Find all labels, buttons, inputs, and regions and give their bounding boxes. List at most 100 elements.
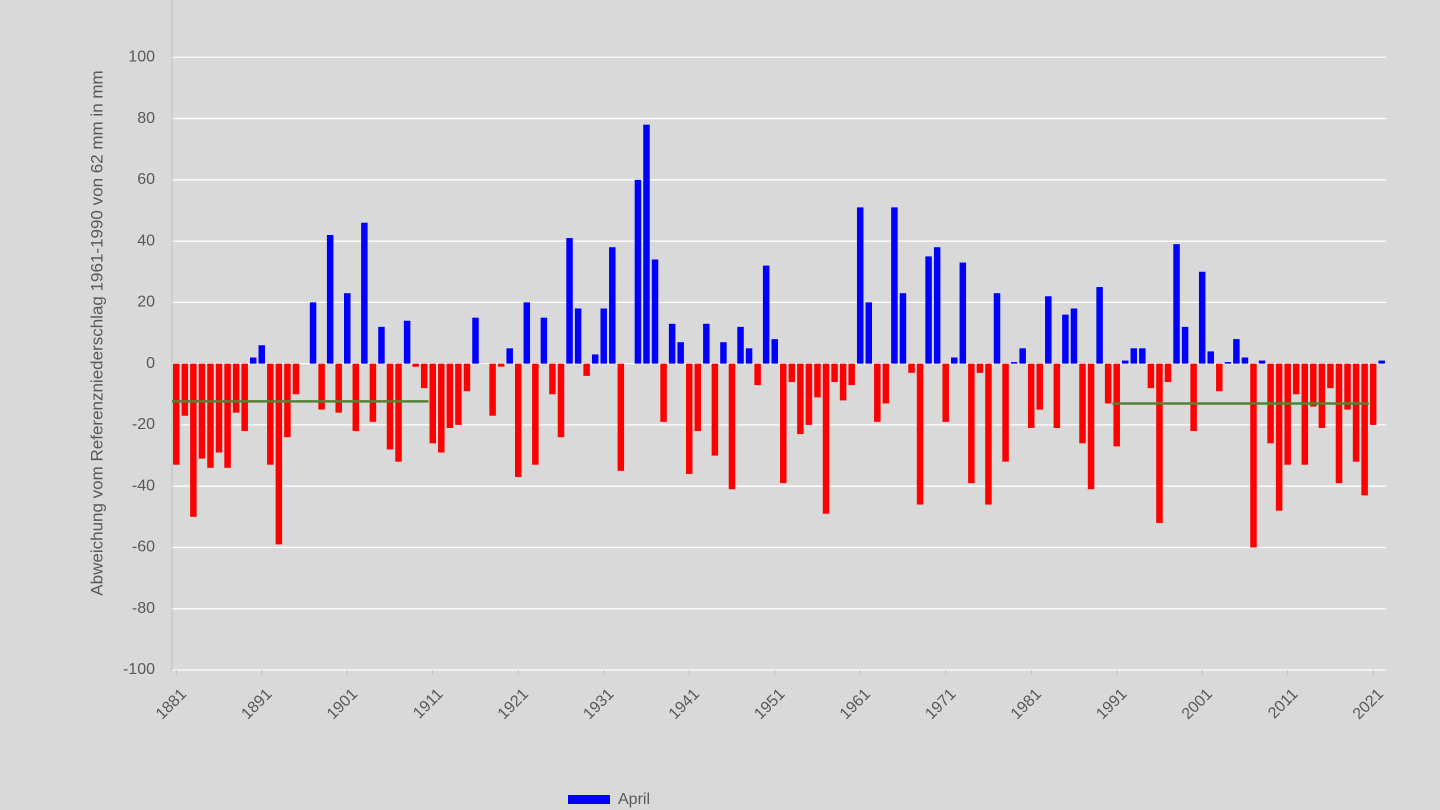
- bar: [882, 363, 890, 404]
- bar: [951, 357, 958, 364]
- bar: [523, 302, 531, 364]
- y-tick-label: -80: [132, 600, 155, 617]
- bar: [1130, 348, 1138, 364]
- bar: [1241, 357, 1249, 364]
- bar: [583, 363, 590, 376]
- bar: [540, 317, 548, 364]
- bar: [634, 179, 642, 364]
- bar: [685, 363, 693, 474]
- bar: [1250, 363, 1257, 548]
- bar: [309, 302, 317, 364]
- y-tick-label: 40: [137, 232, 155, 249]
- bar: [1352, 363, 1360, 462]
- bar: [831, 363, 838, 383]
- y-tick-label: 120: [128, 0, 155, 4]
- bar: [412, 363, 419, 367]
- bar: [899, 293, 907, 364]
- bar: [292, 363, 300, 395]
- bar: [429, 363, 437, 444]
- bar: [993, 293, 1001, 364]
- bar: [660, 363, 667, 422]
- bar: [891, 207, 898, 364]
- bar: [1164, 363, 1172, 383]
- bar: [1335, 363, 1343, 484]
- bar: [1104, 363, 1112, 404]
- bar: [506, 348, 513, 364]
- bar: [1002, 363, 1009, 462]
- bar: [1096, 287, 1103, 364]
- bar: [916, 363, 924, 505]
- bar: [1062, 314, 1069, 364]
- bar: [788, 363, 796, 383]
- bar: [1156, 363, 1163, 523]
- bar: [711, 363, 719, 456]
- bar: [668, 323, 676, 364]
- bar: [720, 342, 727, 364]
- bar: [438, 363, 445, 453]
- y-tick-label: 60: [137, 171, 155, 188]
- bar: [1027, 363, 1035, 428]
- bar: [925, 256, 932, 364]
- bar: [1207, 351, 1214, 364]
- bar: [1310, 363, 1317, 407]
- legend-swatch: [568, 795, 610, 804]
- bar: [865, 302, 873, 364]
- bar: [959, 262, 967, 364]
- bar: [762, 265, 770, 364]
- bar: [942, 363, 949, 422]
- bar: [1224, 362, 1232, 364]
- bar: [352, 363, 360, 432]
- bar: [1233, 339, 1240, 364]
- bar: [797, 363, 804, 435]
- y-tick-label: -40: [132, 477, 155, 494]
- legend-label: April: [618, 791, 650, 808]
- bar: [574, 308, 582, 364]
- bar: [1121, 360, 1129, 364]
- bar: [745, 348, 753, 364]
- bar: [643, 124, 650, 364]
- bar: [771, 339, 778, 364]
- bar: [814, 363, 821, 398]
- bar: [1053, 363, 1061, 428]
- bar: [335, 363, 342, 413]
- y-axis-label: Abweichung vom Referenzniederschlag 1961…: [87, 70, 106, 595]
- bar: [1147, 363, 1155, 389]
- bar: [1010, 362, 1018, 364]
- bar: [703, 323, 710, 364]
- bar: [395, 363, 402, 462]
- bar: [557, 363, 565, 438]
- bar: [198, 363, 206, 459]
- bar: [1344, 363, 1351, 410]
- y-tick-label: 100: [128, 48, 155, 65]
- bar: [549, 363, 556, 395]
- bar: [532, 363, 539, 465]
- bar: [566, 238, 573, 364]
- bar: [455, 363, 462, 425]
- bar: [1275, 363, 1283, 511]
- bar: [1087, 363, 1095, 490]
- bar: [1216, 363, 1223, 392]
- bar: [1327, 363, 1334, 389]
- bar: [728, 363, 736, 490]
- bar: [1070, 308, 1078, 364]
- bar: [497, 363, 505, 367]
- bar: [591, 354, 599, 364]
- bar: [985, 363, 992, 505]
- bar: [446, 363, 454, 428]
- bar: [976, 363, 984, 373]
- bar: [651, 259, 659, 364]
- bar: [1139, 348, 1146, 364]
- bar: [1079, 363, 1086, 444]
- bar: [677, 342, 684, 364]
- bar: [780, 363, 787, 484]
- bar: [1113, 363, 1120, 447]
- bar: [848, 363, 855, 386]
- bar: [1318, 363, 1326, 428]
- bar: [933, 247, 941, 364]
- y-tick-label: 80: [137, 110, 155, 127]
- y-tick-label: -60: [132, 539, 155, 556]
- bar: [181, 363, 189, 416]
- bar: [173, 363, 180, 465]
